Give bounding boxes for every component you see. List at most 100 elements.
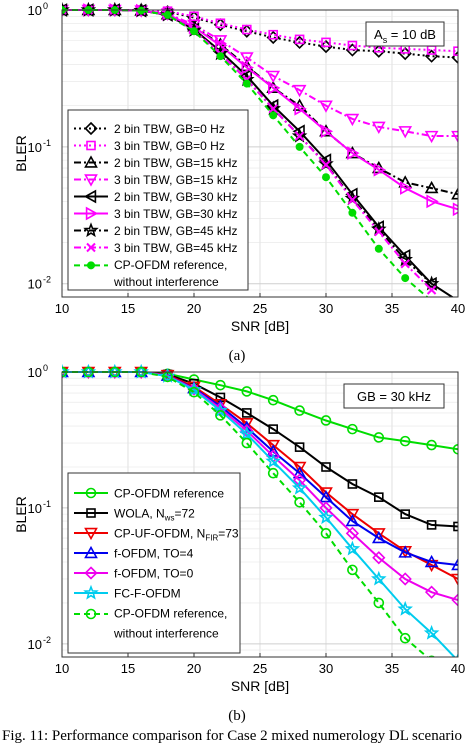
data-point-2-10 bbox=[319, 487, 333, 500]
data-point-8-8 bbox=[269, 111, 278, 120]
y-tick-exponent: 0 bbox=[43, 1, 48, 11]
data-point-8-7 bbox=[242, 79, 251, 88]
legend-marker-4 bbox=[83, 189, 97, 204]
x-tick-label: 10 bbox=[55, 301, 69, 316]
data-point-2-14 bbox=[424, 180, 439, 194]
legend-label-rest: =72 bbox=[174, 507, 195, 521]
y-tick-label: 10 bbox=[28, 365, 42, 380]
data-point-5-7 bbox=[241, 60, 254, 75]
data-point-5-14 bbox=[423, 624, 440, 640]
y-tick-label: 10 bbox=[28, 3, 42, 18]
data-point-5-7 bbox=[239, 425, 255, 441]
legend-marker-7 bbox=[86, 242, 96, 253]
data-point-3-12 bbox=[371, 121, 386, 135]
annotation-main: A bbox=[374, 27, 383, 42]
data-point-4-9 bbox=[292, 124, 305, 139]
legend-marker-1 bbox=[86, 140, 96, 151]
legend-label-4: 2 bin TBW, GB=30 kHz bbox=[114, 190, 238, 204]
data-point-2-8 bbox=[266, 80, 281, 94]
legend-marker-6 bbox=[83, 222, 99, 238]
data-point-2-12 bbox=[371, 528, 386, 541]
data-point-7-8 bbox=[268, 104, 278, 114]
data-point-3-12 bbox=[371, 530, 386, 544]
data-point-5-15 bbox=[452, 202, 458, 217]
legend-marker-4 bbox=[84, 566, 98, 580]
y-tick-exponent: -1 bbox=[43, 138, 51, 148]
panel-label-a: (a) bbox=[229, 348, 246, 364]
data-point-6-8 bbox=[265, 100, 281, 116]
panel-label-b: (b) bbox=[228, 708, 246, 724]
legend-label-8: CP-OFDM reference, bbox=[114, 258, 227, 272]
data-point-5-12 bbox=[371, 570, 387, 586]
y-tick-label: 10 bbox=[28, 501, 42, 516]
data-point-8-9 bbox=[295, 142, 304, 151]
x-tick-label: 10 bbox=[55, 661, 69, 676]
data-point-3-15 bbox=[451, 557, 458, 571]
annotation-text: GB = 30 kHz bbox=[357, 389, 431, 404]
data-point-4-13 bbox=[398, 572, 412, 586]
legend-frame bbox=[67, 472, 241, 654]
legend-label-0: CP-OFDM reference bbox=[114, 487, 224, 501]
legend-label-main: CP-UF-OFDM, N bbox=[114, 527, 205, 541]
legend-label-sub: ws bbox=[164, 514, 175, 523]
data-point-4-9 bbox=[292, 473, 307, 487]
data-point-2-13 bbox=[398, 175, 413, 188]
data-point-1-9 bbox=[294, 34, 305, 45]
x-axis-label: SNR [dB] bbox=[231, 678, 289, 694]
data-point-1-13 bbox=[400, 509, 411, 519]
data-point-1-8 bbox=[268, 29, 279, 40]
data-point-2-11 bbox=[345, 145, 360, 159]
annotation-box: GB = 30 kHz bbox=[343, 383, 445, 409]
data-point-0-8 bbox=[267, 394, 279, 406]
y-tick-exponent: -2 bbox=[43, 635, 51, 645]
data-point-0-15 bbox=[452, 443, 458, 455]
legend-marker-0 bbox=[84, 121, 98, 136]
legend-marker-8 bbox=[87, 261, 95, 270]
data-point-6-9 bbox=[291, 127, 308, 143]
data-point-5-13 bbox=[397, 600, 413, 616]
data-point-1-7 bbox=[242, 408, 252, 418]
data-point-8-5 bbox=[190, 27, 198, 36]
data-point-7-13 bbox=[400, 259, 410, 269]
data-point-2-7 bbox=[239, 418, 254, 431]
data-point-6-10 bbox=[320, 528, 332, 539]
y-axis-label: BLER bbox=[13, 135, 29, 172]
data-point-5-8 bbox=[267, 80, 281, 95]
data-point-5-10 bbox=[318, 509, 334, 525]
data-point-4-12 bbox=[372, 551, 386, 565]
data-point-2-15 bbox=[451, 573, 458, 587]
data-point-5-11 bbox=[344, 540, 361, 556]
data-point-6-8 bbox=[267, 467, 279, 479]
data-point-3-13 bbox=[398, 545, 413, 558]
legend-marker-3 bbox=[84, 545, 98, 559]
legend-marker-5 bbox=[83, 584, 99, 600]
legend-label-2: 2 bin TBW, GB=15 kHz bbox=[114, 156, 238, 170]
legend-label-3: f-OFDM, TO=4 bbox=[114, 547, 194, 561]
legend-label-3: 3 bin TBW, GB=15 kHz bbox=[114, 173, 238, 187]
legend-label-6: without interference bbox=[113, 627, 219, 641]
data-point-8-3 bbox=[137, 6, 146, 15]
legend-label-1: WOLA, Nws=72 bbox=[114, 507, 195, 523]
data-point-1-9 bbox=[294, 442, 305, 452]
legend-label-main: WOLA, N bbox=[114, 507, 165, 521]
data-point-0-10 bbox=[320, 415, 332, 426]
data-point-0-12 bbox=[373, 432, 385, 443]
legend-label-0: 2 bin TBW, GB=0 Hz bbox=[114, 122, 225, 136]
data-point-6-6 bbox=[215, 410, 226, 421]
y-tick-label: 10 bbox=[28, 277, 42, 292]
legend-label-6: 2 bin TBW, GB=45 kHz bbox=[114, 224, 238, 238]
data-point-3-7 bbox=[239, 52, 254, 65]
data-point-1-15 bbox=[453, 521, 458, 532]
data-point-7-11 bbox=[347, 195, 358, 205]
data-point-1-6 bbox=[215, 18, 226, 29]
data-point-6-14 bbox=[427, 655, 436, 657]
x-tick-label: 35 bbox=[385, 661, 399, 676]
data-point-0-11 bbox=[347, 423, 358, 435]
data-point-3-11 bbox=[345, 113, 360, 127]
annotation-text: As = 10 dB bbox=[374, 27, 436, 45]
annotation-frame bbox=[365, 21, 445, 47]
data-point-5-13 bbox=[399, 181, 413, 195]
y-tick-exponent: -2 bbox=[43, 275, 51, 285]
